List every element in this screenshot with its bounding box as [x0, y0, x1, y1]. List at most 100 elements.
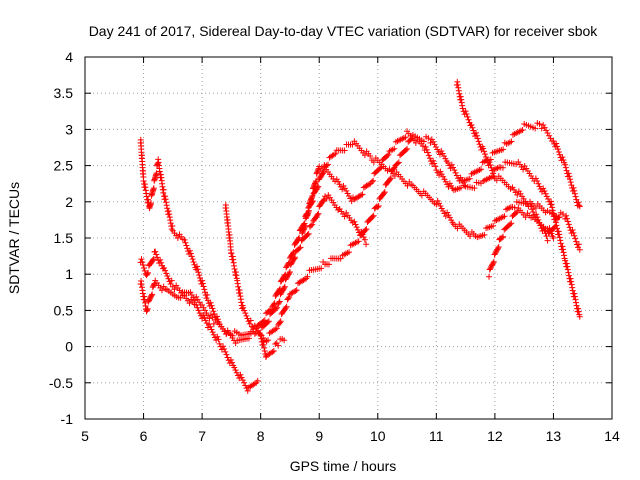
data-point	[387, 175, 394, 182]
data-point	[540, 121, 547, 128]
data-point	[532, 175, 539, 182]
chart-title: Day 241 of 2017, Sidereal Day-to-day VTE…	[89, 23, 599, 39]
data-point	[572, 235, 579, 242]
data-point	[528, 203, 535, 210]
data-point	[448, 182, 455, 189]
data-point	[459, 105, 466, 112]
data-point	[507, 221, 514, 228]
data-point	[434, 169, 441, 176]
data-point	[555, 148, 562, 155]
data-point	[186, 300, 193, 307]
data-point	[261, 347, 268, 354]
data-point	[488, 262, 495, 269]
data-point	[465, 116, 472, 123]
data-point	[434, 197, 441, 204]
y-tick-label: 0.5	[54, 302, 74, 318]
data-point	[559, 243, 566, 250]
data-point	[493, 177, 500, 184]
data-point	[345, 192, 352, 199]
data-point	[351, 218, 358, 225]
data-point	[238, 374, 245, 381]
data-point	[210, 320, 217, 327]
data-point	[274, 304, 281, 311]
data-point	[532, 125, 539, 132]
data-point	[153, 251, 160, 258]
data-point	[533, 211, 540, 218]
data-point	[557, 237, 564, 244]
data-point	[380, 190, 387, 197]
data-point	[313, 170, 320, 177]
y-tick-label: 2	[65, 194, 73, 210]
data-point	[233, 369, 240, 376]
data-point	[276, 319, 283, 326]
data-point	[522, 214, 529, 221]
data-point	[164, 205, 171, 212]
series-track-4	[222, 201, 288, 361]
data-point	[438, 205, 445, 212]
data-point	[442, 213, 449, 220]
data-point	[369, 213, 376, 220]
data-point	[281, 337, 288, 344]
data-point	[492, 250, 499, 257]
data-point	[556, 214, 563, 221]
data-point	[433, 167, 440, 174]
data-point	[199, 302, 206, 309]
data-point	[552, 223, 559, 230]
data-point	[487, 161, 494, 168]
data-point	[506, 139, 513, 146]
data-point	[486, 273, 493, 280]
data-point	[166, 214, 173, 221]
data-point	[375, 203, 382, 210]
data-point	[309, 221, 316, 228]
data-point	[423, 146, 430, 153]
data-point	[425, 135, 432, 142]
data-point	[254, 328, 261, 335]
data-point	[490, 260, 497, 267]
data-point	[165, 208, 172, 215]
data-point	[448, 161, 455, 168]
data-point	[358, 192, 365, 199]
data-point	[315, 166, 322, 173]
data-point	[427, 139, 434, 146]
data-point	[144, 307, 151, 314]
data-point	[165, 275, 172, 282]
data-point	[308, 194, 315, 201]
data-point	[162, 196, 169, 203]
data-point	[554, 146, 561, 153]
data-point	[333, 176, 340, 183]
data-point	[275, 299, 282, 306]
y-tick-label: -0.5	[49, 375, 73, 391]
data-point	[304, 211, 311, 218]
data-point	[489, 167, 496, 174]
data-point	[309, 192, 316, 199]
data-point	[562, 164, 569, 171]
data-point	[231, 364, 238, 371]
data-point	[370, 212, 377, 219]
data-point	[377, 165, 384, 172]
data-point	[311, 181, 318, 188]
series-track-7	[453, 78, 563, 244]
data-point	[368, 178, 375, 185]
data-point	[490, 170, 497, 177]
data-point	[504, 205, 511, 212]
data-point	[444, 209, 451, 216]
data-point	[305, 207, 312, 214]
data-point	[535, 180, 542, 187]
data-point	[277, 318, 284, 325]
data-point	[554, 143, 561, 150]
data-point	[536, 121, 543, 128]
data-point	[332, 150, 339, 157]
data-point	[269, 348, 276, 355]
data-point	[248, 323, 255, 330]
data-point	[264, 337, 271, 344]
data-point	[478, 166, 485, 173]
data-point	[487, 265, 494, 272]
data-point	[307, 196, 314, 203]
data-point	[505, 140, 512, 147]
data-point	[273, 340, 280, 347]
data-point	[214, 333, 221, 340]
data-point	[567, 179, 574, 186]
data-point	[337, 255, 344, 262]
data-point	[378, 164, 385, 171]
data-point	[556, 231, 563, 238]
